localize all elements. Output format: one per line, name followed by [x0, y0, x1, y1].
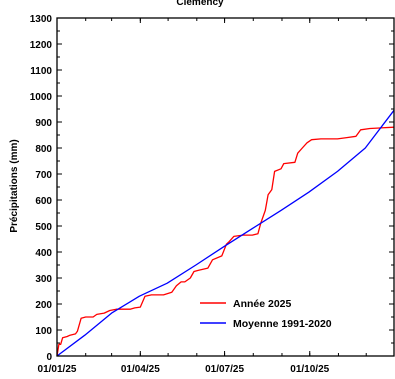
y-tick-label: 300 — [35, 274, 52, 285]
legend-label-0: Année 2025 — [233, 298, 292, 310]
legend: Année 2025 Moyenne 1991-2020 — [200, 298, 332, 330]
y-tick-label: 800 — [35, 144, 52, 155]
y-tick-label: 1200 — [30, 40, 53, 51]
y-tick-label: 1000 — [30, 92, 53, 103]
x-tick-labels: 01/01/25 01/04/25 01/07/25 01/10/25 — [38, 364, 330, 375]
axis-ticks — [56, 17, 394, 357]
y-tick-label: 200 — [35, 300, 52, 311]
y-tick-labels: 0 100 200 300 400 500 600 700 800 900 1000 1100 1200… — [30, 14, 53, 363]
y-tick-label: 400 — [35, 248, 52, 259]
series-lines — [56, 109, 395, 357]
y-tick-label: 100 — [35, 326, 52, 337]
x-tick-label: 01/01/25 — [38, 364, 77, 375]
x-tick-label: 01/04/25 — [121, 364, 160, 375]
y-tick-label: 0 — [46, 352, 52, 363]
y-tick-label: 500 — [35, 222, 52, 233]
series-line-0 — [56, 126, 395, 357]
y-tick-label: 700 — [35, 170, 52, 181]
x-tick-label: 01/10/25 — [290, 364, 329, 375]
y-axis-label: Précipitations (mm) — [9, 139, 20, 232]
y-tick-label: 600 — [35, 196, 52, 207]
y-tick-label: 1300 — [30, 14, 53, 25]
y-tick-label: 900 — [35, 118, 52, 129]
x-tick-label: 01/07/25 — [205, 364, 244, 375]
plot-frame — [56, 17, 395, 357]
legend-label-1: Moyenne 1991-2020 — [233, 318, 332, 330]
chart-title: Clemency — [176, 0, 224, 8]
series-line-1 — [56, 109, 395, 357]
y-tick-label: 1100 — [30, 66, 52, 77]
